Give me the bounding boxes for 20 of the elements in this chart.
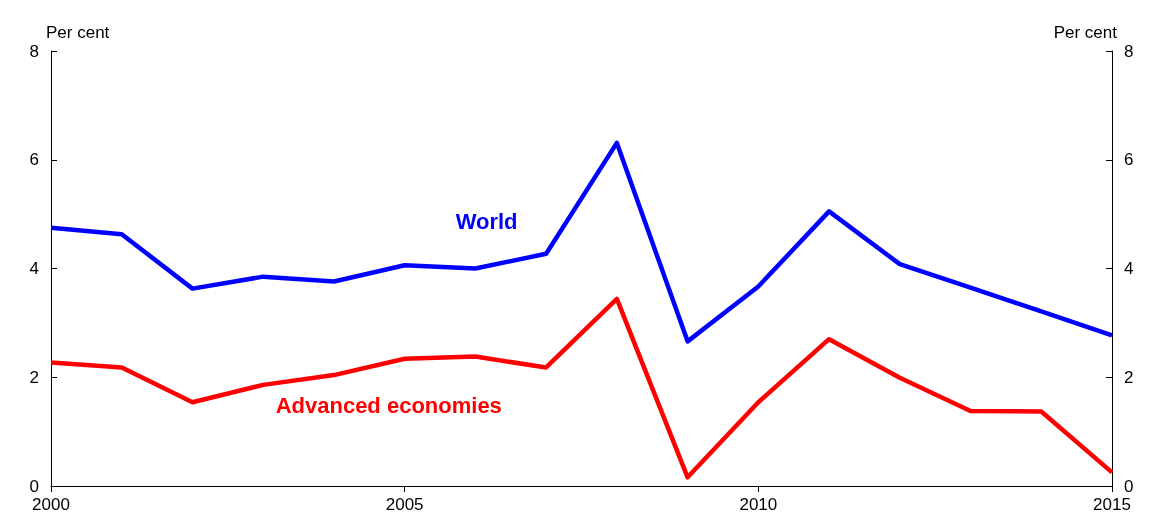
x-tick-label: 2010 xyxy=(739,495,778,514)
x-tick-label: 2000 xyxy=(32,495,70,514)
y2-tick-label: 0 xyxy=(1124,476,1134,496)
line-series xyxy=(48,140,1115,344)
y2-tick-label: 4 xyxy=(1124,259,1134,278)
y2-tick-label: 6 xyxy=(1124,150,1134,170)
x-tick-label: 2015 xyxy=(1093,495,1131,514)
y2-tick-label: 8 xyxy=(1124,41,1134,61)
y-tick-label: 6 xyxy=(29,150,39,170)
y-tick-label: 2 xyxy=(29,367,39,387)
y-tick-label: 4 xyxy=(29,259,39,278)
series-label: World xyxy=(455,208,518,234)
x-tick-label: 2005 xyxy=(385,495,424,514)
y-tick-label: 8 xyxy=(29,41,39,61)
y2-axis-title: Per cent xyxy=(1053,23,1118,42)
series-label: Advanced economies xyxy=(275,393,502,419)
y-tick-label: 0 xyxy=(29,476,39,496)
line-series xyxy=(48,296,1115,480)
y2-tick-label: 2 xyxy=(1124,367,1134,387)
y-axis-title: Per cent xyxy=(46,23,110,42)
